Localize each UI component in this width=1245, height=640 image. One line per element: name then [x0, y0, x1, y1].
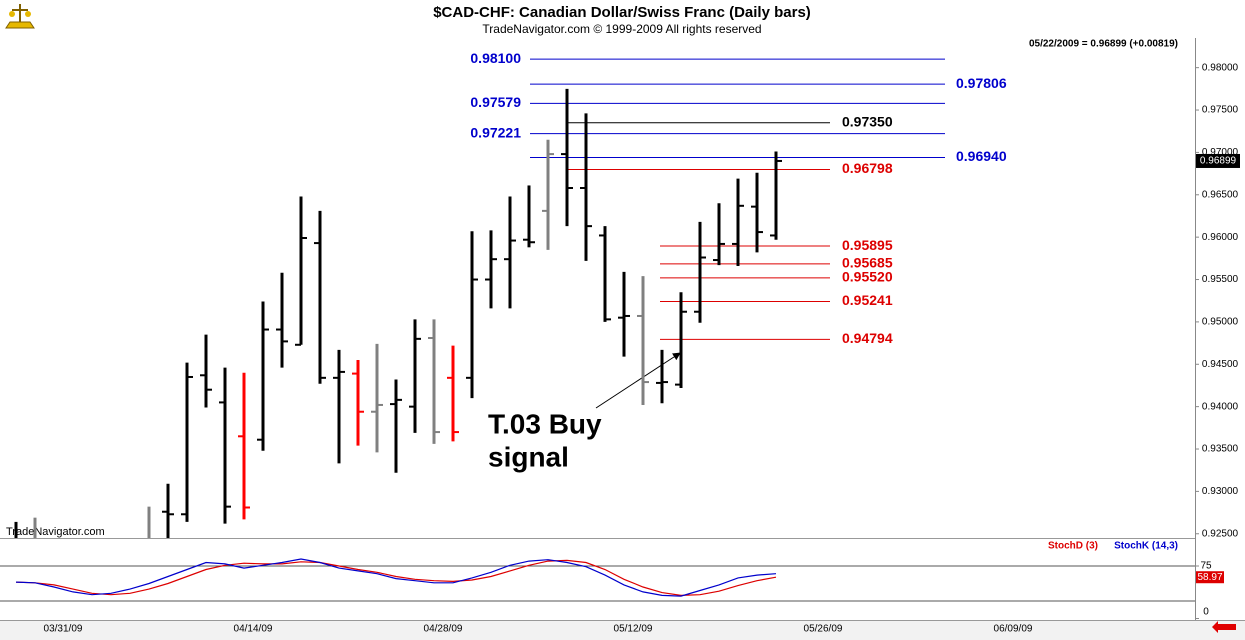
watermark: TradeNavigator.com: [6, 526, 105, 538]
x-tick-label: 06/09/09: [994, 624, 1033, 635]
stoch-panel: [0, 558, 1195, 602]
y-tick-label: 0.92500: [1202, 528, 1239, 539]
y-tick-label: 0.93500: [1202, 444, 1239, 455]
y-tick-label: 0.96500: [1202, 189, 1239, 200]
y-tick-label: 0.95000: [1202, 317, 1239, 328]
y-tick-label: 0.97500: [1202, 105, 1239, 116]
logo: [5, 4, 35, 29]
level-label: 0.94794: [842, 330, 893, 346]
legend-entry: StochK (14,3): [1114, 541, 1178, 552]
level-label: 0.96798: [842, 160, 893, 176]
y-tick-label: 0.95500: [1202, 274, 1239, 285]
level-label: 0.95895: [842, 237, 893, 253]
level-label: 0.98100: [470, 50, 521, 66]
y-tick-label: 75: [1200, 561, 1212, 572]
level-label: 0.95685: [842, 255, 893, 271]
last-value-label: 58.97: [1197, 572, 1222, 583]
y-tick-label: 0.98000: [1202, 62, 1239, 73]
annotation: T.03 Buy: [488, 408, 602, 439]
level-label: 0.97579: [470, 94, 521, 110]
y-tick-label: 0: [1203, 607, 1209, 618]
x-tick-label: 04/28/09: [424, 624, 463, 635]
y-tick-label: 0.96000: [1202, 232, 1239, 243]
x-axis-strip: [0, 620, 1245, 640]
scroll-arrow[interactable]: [1212, 621, 1236, 633]
legend-entry: StochD (3): [1048, 541, 1098, 552]
last-value-label: 0.96899: [1200, 156, 1237, 167]
annotation-arrow: [595, 352, 681, 409]
last-value-box: [1196, 153, 1240, 168]
stoch-line: [15, 559, 777, 597]
stoch-line: [15, 558, 777, 597]
axes: 0.92500 0.93000 0.93500 0.94000 0.94500 0.950…: [44, 62, 1240, 635]
level-label: 0.96940: [956, 148, 1007, 164]
annotation: signal: [488, 441, 569, 472]
x-tick-label: 04/14/09: [234, 624, 273, 635]
price-panel: [14, 58, 945, 538]
y-tick-label: 0.94500: [1202, 359, 1239, 370]
level-label: 0.97350: [842, 113, 893, 129]
y-tick-label: 0.94000: [1202, 401, 1239, 412]
level-label: 0.97221: [470, 124, 521, 140]
quote-info: 05/22/2009 = 0.96899 (+0.00819): [1029, 39, 1178, 50]
level-label: 0.97806: [956, 75, 1007, 91]
y-tick-label: 0.93000: [1202, 486, 1239, 497]
y-tick-label: 0.97000: [1202, 147, 1239, 158]
level-label: 0.95520: [842, 269, 893, 285]
x-tick-label: 05/26/09: [804, 624, 843, 635]
x-tick-label: 03/31/09: [44, 624, 83, 635]
x-tick-label: 05/12/09: [614, 624, 653, 635]
chart-subtitle: TradeNavigator.com © 1999-2009 All right…: [482, 22, 761, 36]
last-value-box: [1196, 571, 1224, 584]
chart-title: $CAD-CHF: Canadian Dollar/Swiss Franc (D…: [433, 4, 811, 21]
level-label: 0.95241: [842, 292, 893, 308]
